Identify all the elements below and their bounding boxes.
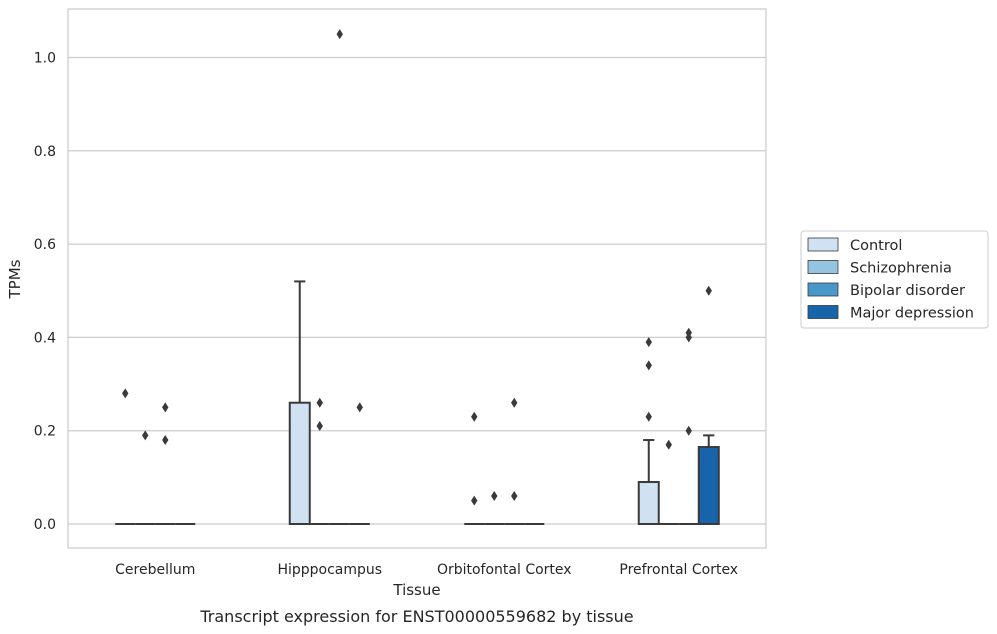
y-tick-label: 0.2 bbox=[34, 424, 56, 440]
legend-label: Schizophrenia bbox=[850, 261, 952, 277]
outlier-point bbox=[665, 439, 672, 450]
y-tick-label: 0.4 bbox=[34, 330, 56, 346]
outlier-point bbox=[705, 285, 712, 296]
legend-items: Control Schizophrenia Bipolar disorder Majo… bbox=[807, 237, 974, 322]
x-tick-label: Orbitofontal Cortex bbox=[437, 562, 572, 578]
x-tick-label: Cerebellum bbox=[115, 562, 195, 578]
legend-swatch bbox=[807, 260, 839, 274]
outlier-point bbox=[645, 360, 652, 371]
outlier-point bbox=[122, 388, 129, 399]
box-plot-groups bbox=[115, 29, 720, 526]
box-group bbox=[288, 280, 311, 525]
outlier-point bbox=[685, 425, 692, 436]
x-tick-label: Hipppocampus bbox=[277, 562, 382, 578]
box-group bbox=[155, 402, 176, 525]
y-axis-label: TPMs bbox=[6, 259, 24, 299]
box-group bbox=[678, 327, 699, 525]
box-group bbox=[329, 29, 350, 525]
box-group bbox=[309, 397, 330, 525]
outlier-point bbox=[142, 430, 149, 441]
outlier-point bbox=[162, 402, 169, 413]
legend-frame bbox=[800, 230, 989, 329]
y-tick-label: 0.8 bbox=[34, 144, 56, 160]
outlier-point bbox=[162, 435, 169, 446]
outlier-point bbox=[471, 411, 478, 422]
outlier-point bbox=[316, 421, 323, 432]
grid-lines bbox=[68, 56, 766, 525]
y-tick-label: 1.0 bbox=[34, 51, 56, 67]
x-tick-label: Prefrontal Cortex bbox=[619, 562, 738, 578]
outlier-point bbox=[685, 332, 692, 343]
box-group bbox=[135, 430, 156, 525]
box-group bbox=[697, 285, 720, 525]
box-group bbox=[464, 411, 485, 525]
chart-caption: Transcript expression for ENST0000055968… bbox=[199, 607, 633, 626]
box-group bbox=[484, 491, 505, 525]
x-axis-ticks: Cerebellum Hipppocampus Orbitofontal Corte… bbox=[115, 562, 738, 578]
legend-label: Control bbox=[850, 238, 902, 254]
legend-label: Bipolar disorder bbox=[850, 283, 965, 299]
box bbox=[288, 401, 311, 525]
box bbox=[637, 481, 660, 526]
box bbox=[697, 446, 720, 525]
box-group bbox=[637, 337, 660, 526]
outlier-point bbox=[491, 491, 498, 502]
outlier-point bbox=[645, 411, 652, 422]
outlier-point bbox=[471, 495, 478, 506]
outlier-point bbox=[316, 397, 323, 408]
legend: Control Schizophrenia Bipolar disorder Majo… bbox=[800, 230, 989, 329]
y-tick-label: 0.6 bbox=[34, 237, 56, 253]
box-group bbox=[349, 402, 370, 525]
box-group bbox=[658, 439, 679, 525]
outlier-point bbox=[645, 337, 652, 348]
y-tick-label: 0.0 bbox=[34, 517, 56, 533]
outlier-point bbox=[511, 491, 518, 502]
legend-label: Major depression bbox=[850, 306, 974, 322]
outlier-point bbox=[511, 397, 518, 408]
y-axis-ticks: 0.0 0.2 0.4 0.6 0.8 1.0 bbox=[34, 51, 56, 534]
box-group bbox=[504, 397, 525, 525]
legend-swatch bbox=[807, 237, 839, 252]
x-axis-label: Tissue bbox=[392, 581, 440, 599]
outlier-point bbox=[336, 29, 343, 40]
legend-swatch bbox=[807, 282, 839, 297]
plot-frame bbox=[67, 8, 767, 549]
outlier-point bbox=[356, 402, 363, 413]
box-group bbox=[115, 388, 136, 525]
legend-swatch bbox=[807, 305, 839, 319]
